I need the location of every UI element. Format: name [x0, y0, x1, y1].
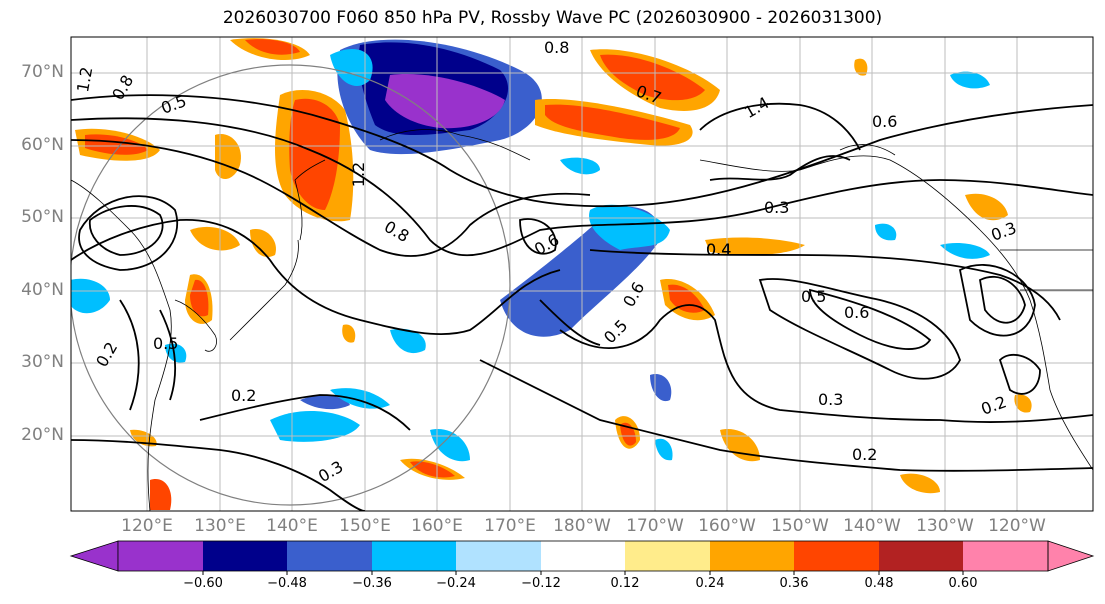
- lon-label: 120°E: [121, 516, 173, 536]
- contour-label: 0.5: [801, 287, 827, 306]
- colorbar-extend-max: [1047, 540, 1095, 572]
- contour-label: 1.2: [349, 161, 369, 188]
- map-frame: [70, 36, 1094, 512]
- contour-label: 0.6: [872, 112, 898, 131]
- colorbar-tick-label: 0.24: [695, 576, 725, 591]
- colorbar-extend-min: [69, 540, 119, 572]
- colorbar-tick-label: −0.12: [521, 576, 561, 591]
- contour-label: 0.4: [706, 240, 732, 259]
- lon-label: 160°W: [698, 516, 756, 536]
- contour-label: 0.3: [764, 198, 790, 217]
- lon-label: 150°W: [771, 516, 829, 536]
- colorbar-tick-label: 0.48: [864, 576, 894, 591]
- lat-label: 50°N: [21, 207, 64, 227]
- lat-label: 30°N: [21, 352, 64, 372]
- colorbar-tick-label: 0.36: [779, 576, 809, 591]
- region-circle: [71, 64, 511, 506]
- colorbar-tick-label: 0.12: [610, 576, 640, 591]
- contour-label: 0.2: [231, 386, 257, 405]
- contour-label: 0.5: [153, 334, 179, 353]
- lon-label: 170°E: [484, 516, 536, 536]
- colorbar-tick-label: 0.60: [948, 576, 978, 591]
- contour-label: 0.8: [544, 38, 570, 57]
- colorbar-tick-label: −0.60: [183, 576, 223, 591]
- lon-label: 160°E: [411, 516, 463, 536]
- lon-label: 130°E: [194, 516, 246, 536]
- lon-label: 130°W: [916, 516, 974, 536]
- pv-contours: [71, 94, 1093, 511]
- contour-label: 0.3: [818, 390, 844, 409]
- lon-label: 140°E: [266, 516, 318, 536]
- map-title: 2026030700 F060 850 hPa PV, Rossby Wave …: [222, 8, 883, 28]
- colorbar-tick-label: −0.24: [436, 576, 476, 591]
- contour-label: 0.6: [844, 303, 870, 322]
- lon-label: 170°W: [626, 516, 684, 536]
- lon-label: 120°W: [988, 516, 1046, 536]
- contour-label: 0.4: [706, 240, 732, 259]
- contour-label: 0.2: [852, 445, 878, 464]
- colorbar: [69, 540, 1095, 575]
- lon-label: 140°W: [843, 516, 901, 536]
- lat-label: 70°N: [21, 62, 64, 82]
- colorbar-tick-label: −0.36: [352, 576, 392, 591]
- lat-label: 60°N: [21, 135, 64, 155]
- lon-label: 150°E: [339, 516, 391, 536]
- graticule: [71, 37, 1093, 511]
- lat-label: 40°N: [21, 280, 64, 300]
- colorbar-tick-label: −0.48: [267, 576, 307, 591]
- lat-label: 20°N: [21, 425, 64, 445]
- lon-label: 180°W: [553, 516, 611, 536]
